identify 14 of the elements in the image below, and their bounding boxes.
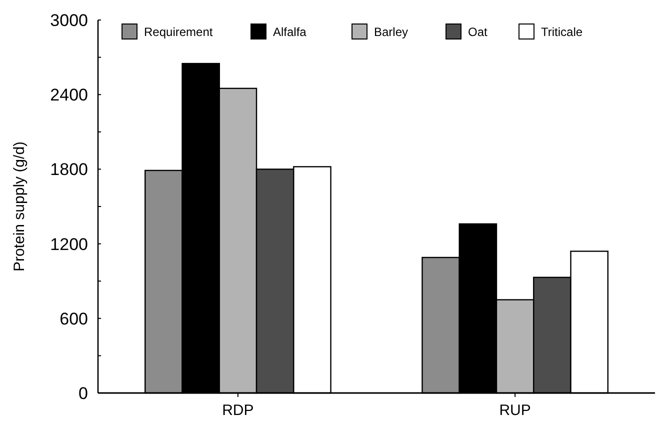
x-tick-label: RDP <box>222 402 254 419</box>
y-tick-label: 3000 <box>50 10 88 30</box>
y-tick-label: 2400 <box>50 86 88 105</box>
y-tick-label: 0 <box>78 384 88 403</box>
y-tick-label: 600 <box>60 309 88 328</box>
legend-label: Triticale <box>541 25 583 39</box>
legend-label: Requirement <box>144 25 214 39</box>
y-tick-label: 1200 <box>50 234 88 254</box>
y-tick-label: 1800 <box>50 160 88 180</box>
legend-label: Oat <box>468 25 488 39</box>
legend-label: Alfalfa <box>273 25 307 39</box>
x-tick-label: RUP <box>499 402 531 419</box>
legend-label: Barley <box>374 25 408 39</box>
y-axis-title: Protein supply (g/d) <box>11 141 28 272</box>
